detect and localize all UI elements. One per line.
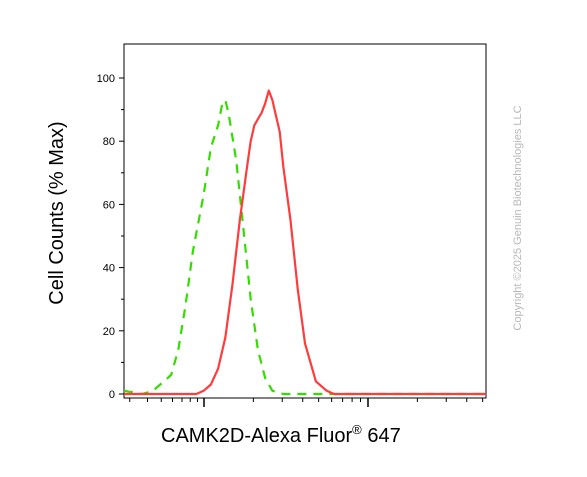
x-axis-title: CAMK2D-Alexa Fluor® 647 [161, 422, 401, 447]
plot-frame [123, 43, 487, 399]
x-axis-title-suffix: 647 [362, 425, 401, 447]
y-tick-label: 100 [97, 73, 115, 85]
x-axis-ticks [129, 398, 484, 407]
y-tick-label: 20 [103, 326, 115, 338]
y-tick-label: 40 [103, 263, 115, 275]
y-tick-label: 60 [103, 199, 115, 211]
y-tick-label: 0 [109, 389, 115, 401]
y-tick-label: 80 [103, 136, 115, 148]
y-axis-ticks: 0 20 40 60 80 100 [97, 73, 124, 401]
x-axis-title-main: CAMK2D-Alexa Fluor [161, 425, 353, 447]
series-layer [123, 89, 486, 396]
y-axis-title: Cell Counts (% Max) [46, 121, 68, 304]
x-axis-title-superscript: ® [352, 422, 362, 437]
copyright-watermark: Copyright ©2025 Genuin Biotechnologies L… [512, 105, 524, 330]
dashed-series-line [123, 99, 486, 396]
solid-series-line [124, 89, 486, 396]
